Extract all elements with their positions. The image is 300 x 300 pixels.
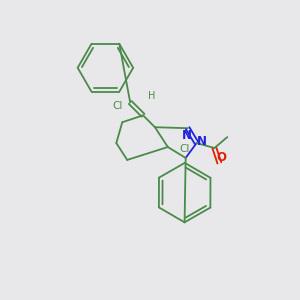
Text: H: H <box>148 91 155 100</box>
Text: Cl: Cl <box>112 101 122 111</box>
Text: Cl: Cl <box>180 144 190 154</box>
Text: N: N <box>182 129 192 142</box>
Text: O: O <box>216 151 226 164</box>
Text: N: N <box>196 135 206 148</box>
